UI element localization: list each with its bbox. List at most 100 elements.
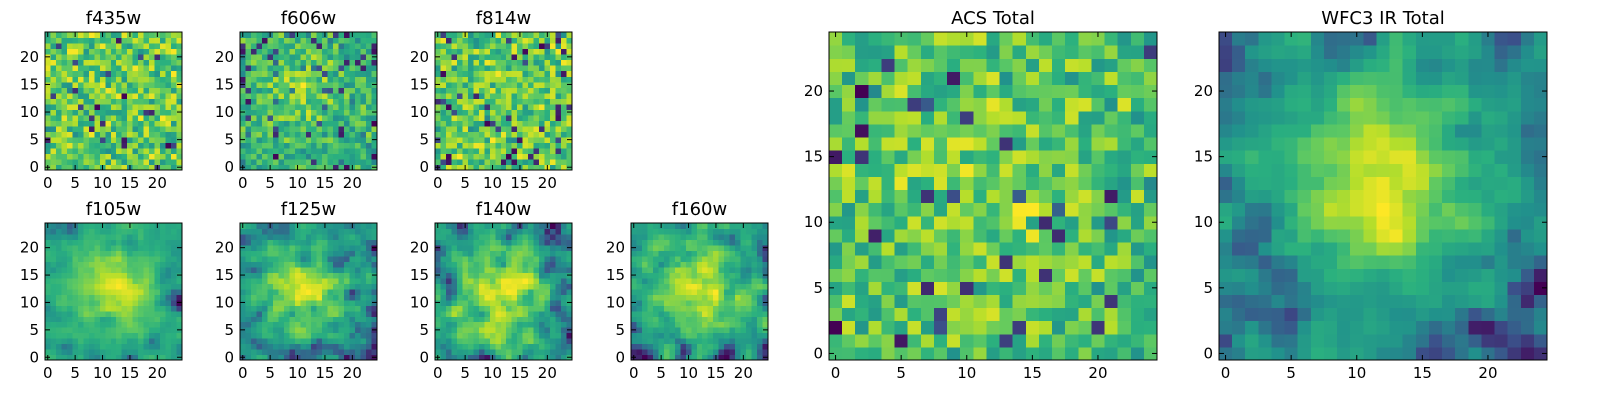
heatmap-cell [478, 109, 485, 116]
heatmap-cell [261, 283, 268, 290]
heatmap-cell [528, 37, 535, 44]
heatmap-cell [881, 228, 896, 243]
heatmap-cell [674, 223, 681, 230]
heatmap-cell [344, 277, 351, 284]
heatmap-cell [176, 92, 183, 99]
heatmap-cell [555, 131, 562, 138]
heatmap-cell [829, 320, 843, 335]
heatmap-cell [94, 288, 101, 295]
heatmap-cell [94, 277, 101, 284]
heatmap-cell [250, 343, 258, 350]
heatmap-cell [316, 98, 323, 105]
heatmap-cell [473, 321, 480, 328]
heatmap-cell [360, 98, 367, 105]
heatmap-cell [1130, 189, 1145, 204]
heatmap-cell [740, 332, 747, 339]
heatmap-cell [751, 255, 758, 262]
heatmap-cell [1078, 189, 1092, 204]
heatmap-cell [636, 288, 643, 295]
heatmap-cell [132, 294, 139, 301]
heatmap-cell [154, 81, 161, 88]
heatmap-cell [116, 65, 123, 72]
heatmap-cell [138, 37, 145, 44]
heatmap-cell [680, 343, 687, 350]
heatmap-cell [360, 299, 367, 306]
heatmap-cell [435, 316, 442, 323]
heatmap-cell [283, 261, 290, 268]
heatmap-cell [550, 305, 557, 312]
heatmap-cell [511, 54, 518, 61]
heatmap-cell [445, 310, 453, 317]
heatmap-cell [61, 92, 68, 99]
heatmap-cell [550, 223, 557, 230]
heatmap-cell [522, 153, 529, 160]
heatmap-cell [500, 120, 507, 127]
heatmap-cell [973, 202, 988, 217]
heatmap-cell [440, 92, 447, 99]
heatmap-cell [561, 332, 568, 339]
heatmap-cell [456, 92, 463, 99]
heatmap-cell [757, 233, 764, 241]
heatmap-cell [171, 164, 178, 171]
heatmap-cell [478, 283, 485, 290]
heatmap-cell [327, 92, 334, 99]
heatmap-cell [278, 153, 285, 160]
heatmap-cell [99, 288, 106, 295]
heatmap-cell [500, 332, 507, 339]
heatmap-cell [165, 299, 172, 306]
heatmap-cell [132, 321, 139, 328]
heatmap-cell [495, 76, 502, 83]
heatmap-cell [435, 142, 442, 149]
heatmap-cell [256, 299, 263, 306]
heatmap-cell [533, 343, 540, 350]
y-tick-label: 20 [606, 239, 625, 257]
heatmap-cell [154, 43, 161, 50]
heatmap-cell [327, 136, 334, 143]
heatmap-cell [278, 272, 285, 279]
heatmap-cell [478, 305, 485, 312]
heatmap-cell [154, 87, 161, 94]
heatmap-cell [555, 250, 562, 257]
heatmap-cell [1104, 294, 1119, 309]
heatmap-cell [478, 98, 485, 105]
heatmap-cell [349, 43, 356, 50]
heatmap-cell [506, 277, 513, 284]
heatmap-cell [718, 294, 725, 301]
heatmap-cell [467, 142, 474, 149]
heatmap-cell [489, 65, 496, 72]
heatmap-cell [440, 316, 447, 323]
heatmap-cell [435, 43, 442, 50]
heatmap-cell [77, 48, 84, 55]
heatmap-cell [278, 142, 285, 149]
heatmap-cell [467, 294, 474, 301]
heatmap-cell [907, 307, 922, 322]
heatmap-cell [55, 223, 63, 230]
heatmap-cell [729, 327, 736, 334]
heatmap-cell [1091, 307, 1106, 322]
heatmap-cell [316, 321, 323, 328]
heatmap-cell [506, 153, 513, 160]
heatmap-cell [506, 239, 513, 246]
heatmap-cell [729, 228, 736, 235]
heatmap-cell [105, 142, 112, 149]
heatmap-cell [484, 283, 491, 290]
heatmap-cell [702, 261, 709, 268]
heatmap-cell [322, 305, 329, 312]
heatmap-cell [160, 321, 167, 328]
heatmap-cell [973, 228, 988, 243]
heatmap-cell [522, 266, 529, 273]
heatmap-cell [132, 65, 139, 72]
heatmap-cell [652, 332, 659, 339]
heatmap-cell [355, 321, 362, 328]
heatmap-cell [445, 32, 453, 39]
heatmap-cell [842, 202, 856, 217]
heatmap-cell [445, 98, 453, 105]
heatmap-cell [349, 158, 356, 166]
heatmap-cell [360, 32, 367, 39]
heatmap-cell [435, 87, 442, 94]
heatmap-cell [555, 294, 562, 301]
heatmap-cell [462, 277, 469, 284]
heatmap-cell [143, 32, 150, 39]
heatmap-cell [256, 332, 263, 339]
heatmap-cell [143, 277, 150, 284]
